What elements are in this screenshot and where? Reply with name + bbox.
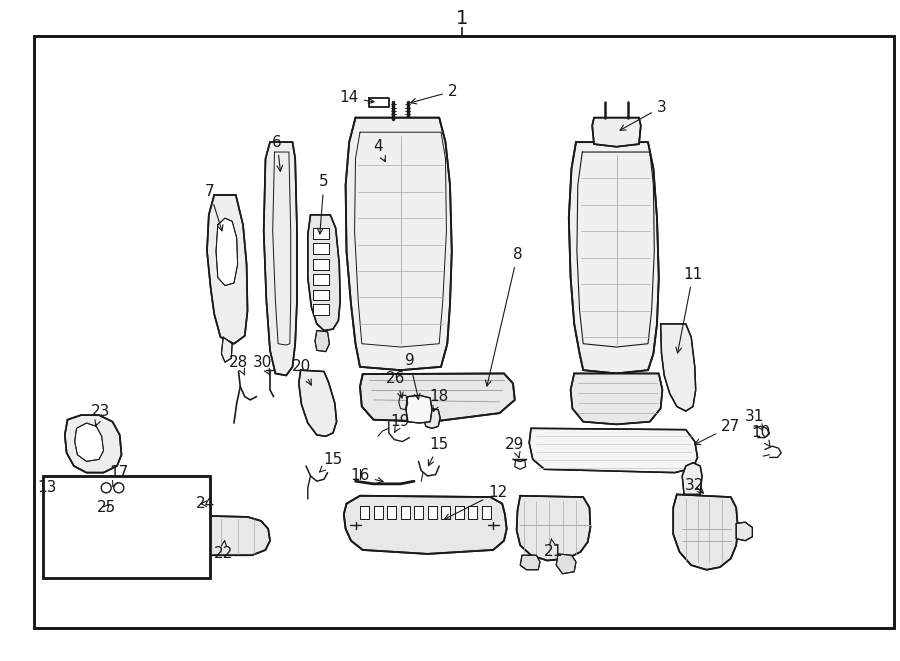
Text: 32: 32 [685,479,705,493]
Bar [34,36,894,628]
Text: 15: 15 [320,452,343,472]
Text: 18: 18 [429,389,449,411]
Polygon shape [313,304,329,315]
Polygon shape [187,494,212,516]
Polygon shape [406,395,432,423]
Polygon shape [313,243,329,254]
Text: 2: 2 [410,84,457,104]
Text: 8: 8 [485,247,522,386]
Text: 10: 10 [751,426,770,446]
Polygon shape [454,506,464,519]
Polygon shape [682,463,702,494]
Text: 16: 16 [350,469,383,483]
Text: 25: 25 [96,500,116,515]
Text: 5: 5 [318,175,328,234]
Text: 27: 27 [695,419,741,444]
Text: 6: 6 [273,135,283,171]
Polygon shape [468,506,477,519]
Polygon shape [308,215,340,330]
Text: 14: 14 [339,91,374,105]
Polygon shape [400,506,410,519]
Text: 7: 7 [205,184,223,231]
Text: 30: 30 [253,355,273,375]
Polygon shape [313,290,329,300]
Text: 21: 21 [544,539,563,559]
Polygon shape [736,522,752,541]
Polygon shape [207,195,248,344]
Text: 31: 31 [744,409,764,430]
Bar [43,476,210,578]
Polygon shape [592,118,641,147]
Text: 11: 11 [676,267,703,353]
Polygon shape [221,337,232,362]
Polygon shape [264,142,297,375]
Text: 29: 29 [505,437,525,457]
Text: 22: 22 [213,541,233,561]
Polygon shape [75,423,104,461]
Text: 24: 24 [195,496,215,511]
Bar [34,36,894,628]
Polygon shape [176,516,270,555]
Polygon shape [414,506,423,519]
Polygon shape [95,496,130,516]
Polygon shape [520,555,540,570]
Text: 13: 13 [37,481,57,495]
Polygon shape [360,373,515,422]
Polygon shape [482,506,490,519]
Polygon shape [424,408,440,428]
Polygon shape [315,330,329,352]
Text: 23: 23 [91,404,111,426]
Text: 19: 19 [391,414,410,432]
Polygon shape [673,494,738,570]
Polygon shape [569,142,659,373]
Polygon shape [344,496,507,554]
Polygon shape [441,506,450,519]
Text: 1: 1 [455,9,468,28]
Polygon shape [556,554,576,574]
Polygon shape [299,370,337,436]
Text: 12: 12 [445,485,508,519]
Polygon shape [517,496,590,561]
Text: 28: 28 [229,355,248,375]
Polygon shape [138,494,172,531]
Polygon shape [571,373,662,424]
Text: 26: 26 [386,371,406,398]
Text: 15: 15 [428,437,449,466]
Bar [43,476,210,578]
Polygon shape [89,494,123,531]
Text: 17: 17 [109,465,129,486]
Polygon shape [374,506,382,519]
Polygon shape [428,506,436,519]
Polygon shape [313,274,329,285]
Text: 9: 9 [405,353,420,399]
Polygon shape [387,506,396,519]
Polygon shape [360,506,369,519]
Polygon shape [216,218,238,286]
Polygon shape [529,428,698,473]
Text: 20: 20 [292,360,311,385]
Polygon shape [346,118,452,370]
Polygon shape [661,324,696,411]
Polygon shape [65,415,122,473]
Polygon shape [313,228,329,239]
Text: 3: 3 [620,100,666,130]
Polygon shape [313,259,329,270]
Text: 4: 4 [374,139,385,162]
